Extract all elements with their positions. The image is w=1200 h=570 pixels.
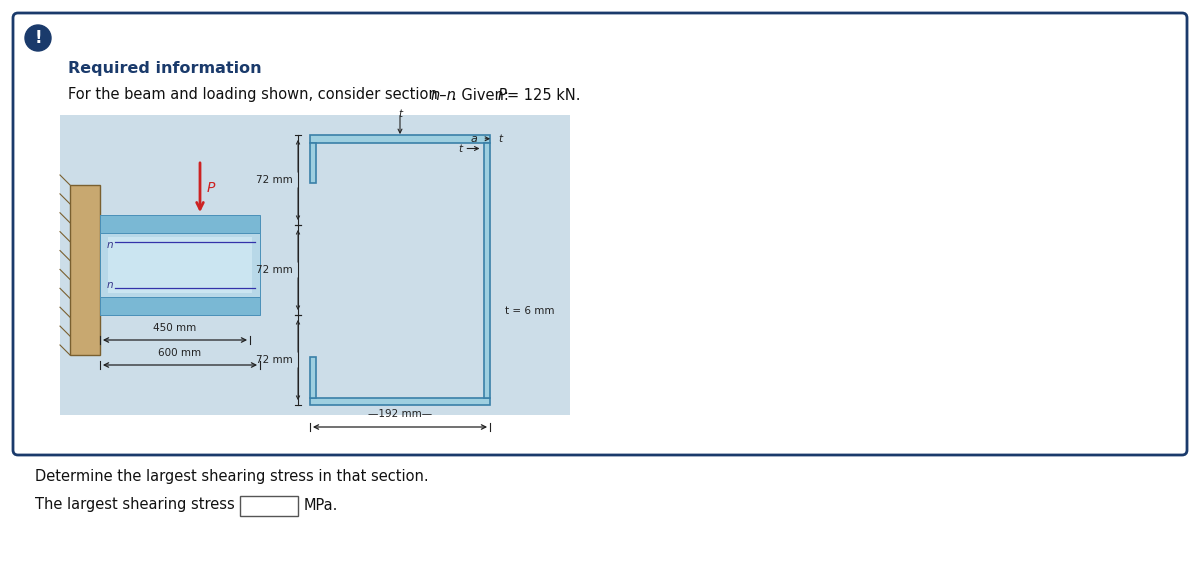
Text: . Given:: . Given: [452, 88, 514, 103]
Text: t: t [458, 144, 462, 153]
Text: !: ! [34, 29, 42, 47]
Text: The largest shearing stress is: The largest shearing stress is [35, 498, 256, 512]
Text: t: t [398, 109, 402, 119]
Text: n: n [107, 240, 113, 250]
Circle shape [25, 25, 50, 51]
Text: MPa.: MPa. [304, 498, 338, 512]
Bar [310, 357, 316, 397]
Text: t = 6 mm: t = 6 mm [505, 306, 554, 316]
Text: n–n: n–n [430, 88, 456, 103]
Text: = 125 kN.: = 125 kN. [508, 88, 581, 103]
Text: 72 mm: 72 mm [257, 265, 293, 275]
Bar [100, 297, 260, 315]
Text: 72 mm: 72 mm [257, 175, 293, 185]
Text: Determine the largest shearing stress in that section.: Determine the largest shearing stress in… [35, 469, 428, 483]
Bar [60, 115, 570, 415]
Text: P: P [208, 181, 215, 194]
Bar [108, 237, 252, 293]
Text: a: a [470, 134, 478, 144]
Bar [240, 496, 298, 516]
Text: 600 mm: 600 mm [158, 348, 202, 358]
Text: 72 mm: 72 mm [257, 355, 293, 365]
Bar [485, 142, 490, 397]
Bar [100, 233, 260, 297]
Text: t: t [498, 134, 502, 144]
Text: P: P [498, 88, 506, 103]
Text: For the beam and loading shown, consider section: For the beam and loading shown, consider… [68, 88, 443, 103]
Text: —192 mm—: —192 mm— [368, 409, 432, 419]
Bar [310, 397, 490, 405]
Bar [310, 135, 490, 142]
Bar [100, 215, 260, 233]
Bar [70, 185, 100, 355]
Text: 450 mm: 450 mm [154, 323, 197, 333]
Text: n: n [107, 280, 113, 290]
FancyBboxPatch shape [13, 13, 1187, 455]
Bar [310, 142, 316, 183]
Text: Required information: Required information [68, 60, 262, 75]
